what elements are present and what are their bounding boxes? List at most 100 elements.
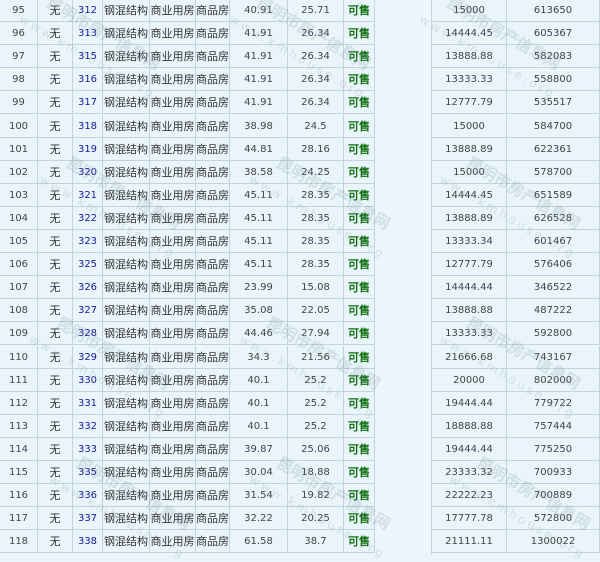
inner-area-cell: 22.05 <box>288 299 344 323</box>
usage-cell: 商业用房 <box>150 206 196 230</box>
flag-cell: 无 <box>38 160 73 184</box>
total-price-cell: 802000 <box>507 368 600 392</box>
room-number-link[interactable]: 325 <box>73 253 103 277</box>
usage-cell: 商业用房 <box>150 530 196 554</box>
flag-cell: 无 <box>38 391 73 415</box>
room-number-link[interactable]: 335 <box>73 461 103 485</box>
property-type-cell: 商品房 <box>196 68 230 92</box>
status-badge: 可售 <box>344 507 375 531</box>
unit-price-cell: 19444.44 <box>432 391 507 415</box>
room-number-link[interactable]: 327 <box>73 299 103 323</box>
property-type-cell: 商品房 <box>196 299 230 323</box>
status-badge: 可售 <box>344 345 375 369</box>
room-number-link[interactable]: 333 <box>73 437 103 461</box>
room-number-link[interactable]: 319 <box>73 137 103 161</box>
usage-cell: 商业用房 <box>150 345 196 369</box>
usage-cell: 商业用房 <box>150 137 196 161</box>
usage-cell: 商业用房 <box>150 368 196 392</box>
table-row: 95 无 312 钢混结构 商业用房 商品房 40.91 25.71 可售 15000 613650 <box>0 0 600 23</box>
room-number-link[interactable]: 313 <box>73 22 103 46</box>
status-badge: 可售 <box>344 114 375 138</box>
room-number-link[interactable]: 332 <box>73 414 103 438</box>
row-number: 118 <box>0 530 38 554</box>
flag-cell: 无 <box>38 507 73 531</box>
inner-area-cell: 18.88 <box>288 461 344 485</box>
inner-area-cell: 27.94 <box>288 322 344 346</box>
room-number-link[interactable]: 317 <box>73 91 103 115</box>
room-number-link[interactable]: 328 <box>73 322 103 346</box>
floor-area-cell: 38.58 <box>230 160 288 184</box>
table-row: 107 无 326 钢混结构 商业用房 商品房 23.99 15.08 可售 14444.44 34… <box>0 276 600 300</box>
usage-cell: 商业用房 <box>150 68 196 92</box>
property-type-cell: 商品房 <box>196 484 230 508</box>
inner-area-cell: 26.34 <box>288 91 344 115</box>
total-price-cell: 700889 <box>507 484 600 508</box>
table-row: 109 无 328 钢混结构 商业用房 商品房 44.46 27.94 可售 13333.33 59… <box>0 322 600 346</box>
row-number: 103 <box>0 183 38 207</box>
table-row: 97 无 315 钢混结构 商业用房 商品房 41.91 26.34 可售 13888.88 582… <box>0 45 600 69</box>
table-row: 117 无 337 钢混结构 商业用房 商品房 32.22 20.25 可售 17777.78 57… <box>0 507 600 531</box>
room-number-link[interactable]: 315 <box>73 45 103 69</box>
room-number-link[interactable]: 326 <box>73 276 103 300</box>
total-price-cell: 346522 <box>507 276 600 300</box>
room-number-link[interactable]: 318 <box>73 114 103 138</box>
table-row: 104 无 322 钢混结构 商业用房 商品房 45.11 28.35 可售 13888.89 62… <box>0 206 600 230</box>
flag-cell: 无 <box>38 276 73 300</box>
status-badge: 可售 <box>344 230 375 254</box>
room-number-link[interactable]: 331 <box>73 391 103 415</box>
total-price-cell: 558800 <box>507 68 600 92</box>
status-badge: 可售 <box>344 530 375 554</box>
table-row: 98 无 316 钢混结构 商业用房 商品房 41.91 26.34 可售 13333.33 558… <box>0 68 600 92</box>
property-type-cell: 商品房 <box>196 391 230 415</box>
room-number-link[interactable]: 323 <box>73 230 103 254</box>
flag-cell: 无 <box>38 45 73 69</box>
room-number-link[interactable]: 338 <box>73 530 103 554</box>
room-number-link[interactable]: 312 <box>73 0 103 23</box>
inner-area-cell: 26.34 <box>288 68 344 92</box>
total-price-cell: 584700 <box>507 114 600 138</box>
usage-cell: 商业用房 <box>150 437 196 461</box>
room-number-link[interactable]: 322 <box>73 206 103 230</box>
flag-cell: 无 <box>38 22 73 46</box>
usage-cell: 商业用房 <box>150 183 196 207</box>
usage-cell: 商业用房 <box>150 160 196 184</box>
status-badge: 可售 <box>344 91 375 115</box>
table-row: 106 无 325 钢混结构 商业用房 商品房 45.11 28.35 可售 12777.79 57… <box>0 253 600 277</box>
flag-cell: 无 <box>38 414 73 438</box>
room-number-link[interactable]: 316 <box>73 68 103 92</box>
row-number: 102 <box>0 160 38 184</box>
room-number-link[interactable]: 321 <box>73 183 103 207</box>
inner-area-cell: 24.25 <box>288 160 344 184</box>
room-number-link[interactable]: 336 <box>73 484 103 508</box>
inner-area-cell: 26.34 <box>288 22 344 46</box>
row-number: 107 <box>0 276 38 300</box>
structure-cell: 钢混结构 <box>103 183 150 207</box>
property-type-cell: 商品房 <box>196 507 230 531</box>
property-type-cell: 商品房 <box>196 461 230 485</box>
row-number: 101 <box>0 137 38 161</box>
usage-cell: 商业用房 <box>150 484 196 508</box>
unit-price-cell: 12777.79 <box>432 253 507 277</box>
unit-price-cell: 13333.34 <box>432 230 507 254</box>
room-number-link[interactable]: 329 <box>73 345 103 369</box>
total-price-cell: 622361 <box>507 137 600 161</box>
room-number-link[interactable]: 330 <box>73 368 103 392</box>
unit-price-cell: 21111.11 <box>432 530 507 554</box>
row-number: 97 <box>0 45 38 69</box>
status-badge: 可售 <box>344 137 375 161</box>
flag-cell: 无 <box>38 68 73 92</box>
room-number-link[interactable]: 320 <box>73 160 103 184</box>
unit-price-cell: 21666.68 <box>432 345 507 369</box>
structure-cell: 钢混结构 <box>103 437 150 461</box>
table-row: 101 无 319 钢混结构 商业用房 商品房 44.81 28.16 可售 13888.89 62… <box>0 137 600 161</box>
floor-area-cell: 61.58 <box>230 530 288 554</box>
floor-area-cell: 45.11 <box>230 230 288 254</box>
total-price-cell: 700933 <box>507 461 600 485</box>
row-number: 106 <box>0 253 38 277</box>
row-number: 109 <box>0 322 38 346</box>
room-number-link[interactable]: 337 <box>73 507 103 531</box>
structure-cell: 钢混结构 <box>103 345 150 369</box>
usage-cell: 商业用房 <box>150 45 196 69</box>
flag-cell: 无 <box>38 183 73 207</box>
inner-area-cell: 38.7 <box>288 530 344 554</box>
